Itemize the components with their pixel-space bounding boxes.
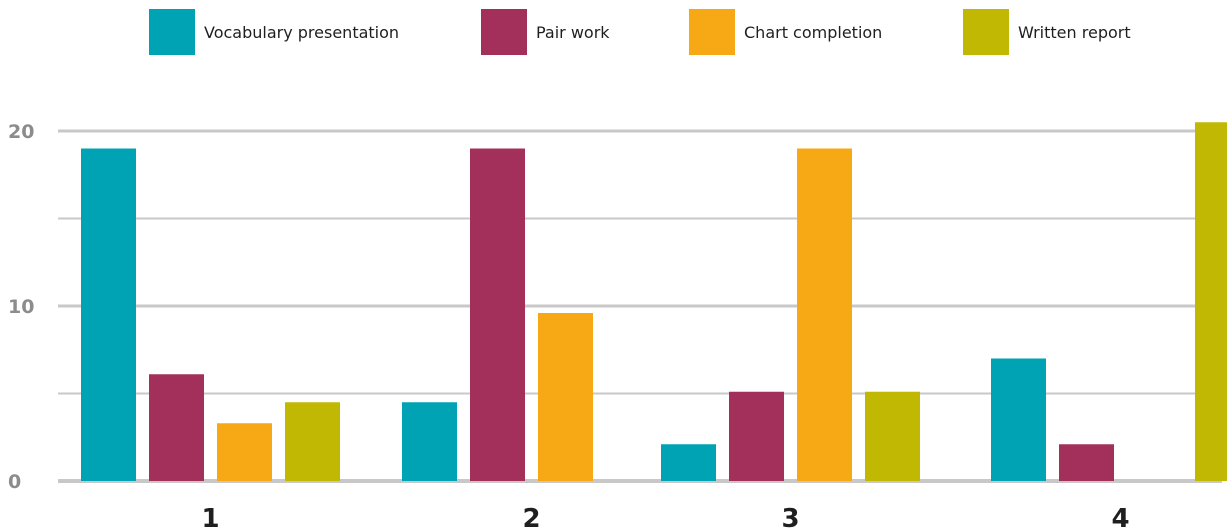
bar-pair-work-4 [1059,444,1114,481]
legend-swatch [963,9,1009,55]
x-tick-label: 3 [781,504,799,530]
bar-written-report-4 [1195,122,1227,481]
x-tick-label: 2 [522,504,540,530]
x-tick-label: 4 [1111,504,1129,530]
bar-written-report-1 [285,402,340,481]
y-tick-label: 20 [8,121,34,143]
legend-label: Pair work [536,23,610,42]
bar-written-report-3 [865,391,920,481]
legend-swatch [149,9,195,55]
bar-vocabulary-presentation-2 [402,402,457,481]
bar-pair-work-2 [470,148,525,481]
legend-label: Chart completion [744,23,882,42]
bar-vocabulary-presentation-1 [81,148,136,481]
bar-chart-completion-1 [217,423,272,481]
bar-chart-completion-2 [538,313,593,481]
bar-chart-completion-3 [797,148,852,481]
y-tick-label: 10 [8,296,34,318]
y-axis-ticks: 0 10 20 [8,121,34,493]
x-tick-label: 1 [201,504,219,530]
bars [81,122,1227,481]
legend-swatch [481,9,527,55]
bar-pair-work-3 [729,391,784,481]
legend-item: Written report [963,9,1131,55]
legend-label: Vocabulary presentation [204,23,399,42]
bar-vocabulary-presentation-4 [991,358,1046,481]
x-axis-ticks: 1 2 3 4 [201,504,1129,530]
legend: Vocabulary presentation Pair work Chart co… [149,9,1131,55]
legend-swatch [689,9,735,55]
bar-pair-work-1 [149,374,204,481]
legend-label: Written report [1018,23,1131,42]
y-tick-label: 0 [8,471,21,493]
legend-item: Chart completion [689,9,882,55]
bar-vocabulary-presentation-3 [661,444,716,481]
legend-item: Pair work [481,9,610,55]
legend-item: Vocabulary presentation [149,9,399,55]
